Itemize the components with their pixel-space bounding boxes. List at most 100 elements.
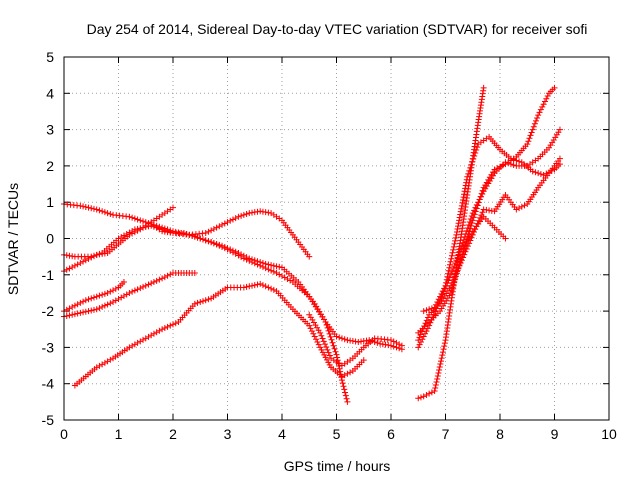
- data-point: [276, 271, 283, 278]
- data-point: [180, 230, 187, 237]
- data-point: [461, 191, 468, 198]
- data-point: [458, 205, 465, 212]
- data-point: [446, 261, 453, 268]
- tick-labels: 0 1 2 3 4 5 6 7 8 9 10 -5 -4 -3 -2 -1 0 1 2 3 4 5: [42, 49, 617, 442]
- x-axis-label: GPS time / hours: [284, 458, 391, 474]
- data-point: [170, 321, 176, 328]
- data-point: [164, 272, 171, 279]
- data-point: [74, 301, 81, 308]
- data-point: [541, 98, 548, 105]
- data-point: [129, 214, 136, 221]
- data-point: [455, 265, 462, 272]
- data-point: [420, 308, 427, 315]
- data-point: [460, 254, 467, 261]
- data-point: [287, 277, 294, 284]
- chart-title: Day 254 of 2014, Sidereal Day-to-day VTE…: [87, 21, 588, 37]
- data-point: [344, 398, 351, 405]
- data-point: [454, 268, 461, 275]
- data-point: [531, 120, 538, 127]
- data-point: [273, 269, 280, 276]
- data-point: [110, 299, 117, 306]
- data-point: [240, 284, 247, 291]
- data-point: [134, 286, 141, 293]
- data-point: [129, 230, 136, 237]
- data-point: [536, 109, 543, 116]
- data-point: [426, 390, 433, 397]
- data-point: [325, 327, 332, 334]
- data-point: [447, 289, 454, 296]
- data-point: [90, 294, 97, 301]
- data-point: [243, 283, 250, 290]
- data-point: [202, 237, 209, 244]
- data-point: [537, 106, 544, 113]
- data-point: [455, 251, 462, 258]
- series-arc-4: [61, 204, 176, 275]
- data-point: [431, 387, 438, 394]
- data-point: [463, 176, 470, 183]
- data-point: [80, 309, 87, 316]
- data-point: [374, 339, 381, 346]
- data-point: [167, 271, 174, 278]
- data-point: [518, 203, 525, 210]
- data-point: [431, 304, 438, 311]
- data-point: [322, 318, 329, 325]
- data-point: [396, 341, 403, 348]
- data-point: [456, 262, 463, 269]
- data-point: [131, 341, 138, 348]
- data-point: [456, 217, 463, 224]
- data-point: [205, 238, 212, 245]
- data-point: [82, 257, 89, 264]
- data-point: [120, 232, 127, 239]
- data-point: [420, 333, 427, 340]
- data-point: [104, 358, 111, 365]
- data-point: [336, 334, 343, 341]
- data-point: [452, 271, 459, 278]
- data-point: [148, 280, 155, 287]
- data-point: [238, 212, 245, 219]
- data-point: [281, 274, 288, 281]
- data-point: [82, 204, 89, 211]
- data-point: [221, 245, 228, 252]
- data-point: [327, 333, 334, 340]
- data-point: [453, 228, 460, 235]
- data-point: [161, 325, 168, 332]
- data-point: [71, 262, 78, 269]
- data-point: [534, 114, 541, 121]
- data-point: [229, 216, 236, 223]
- data-point: [262, 265, 269, 272]
- data-point: [423, 317, 430, 324]
- x-tick-label: 6: [387, 426, 395, 442]
- data-point: [164, 323, 171, 330]
- y-tick-label: 0: [46, 231, 54, 247]
- y-tick-label: 2: [46, 158, 54, 174]
- data-point: [435, 370, 442, 377]
- x-tick-label: 1: [115, 426, 123, 442]
- data-point: [153, 277, 160, 284]
- data-point: [466, 167, 473, 174]
- data-point: [142, 282, 149, 289]
- data-point: [254, 281, 261, 288]
- data-point: [306, 322, 313, 329]
- data-point: [480, 84, 487, 91]
- data-point: [88, 205, 95, 212]
- data-point: [156, 327, 163, 334]
- data-point: [325, 349, 332, 356]
- data-point: [462, 185, 469, 192]
- data-point: [167, 322, 174, 329]
- data-point: [90, 205, 97, 212]
- y-tick-label: -5: [42, 412, 55, 428]
- data-point: [415, 337, 422, 344]
- data-point: [99, 361, 106, 368]
- data-point: [314, 338, 321, 345]
- data-point: [216, 223, 223, 230]
- data-point: [530, 123, 537, 130]
- data-point: [472, 204, 479, 211]
- data-point: [71, 302, 78, 309]
- data-point: [460, 194, 467, 201]
- data-point: [137, 217, 144, 224]
- data-point: [454, 254, 461, 261]
- data-point: [437, 361, 444, 368]
- data-point: [284, 276, 291, 283]
- x-tick-label: 3: [224, 426, 232, 442]
- data-point: [505, 160, 512, 167]
